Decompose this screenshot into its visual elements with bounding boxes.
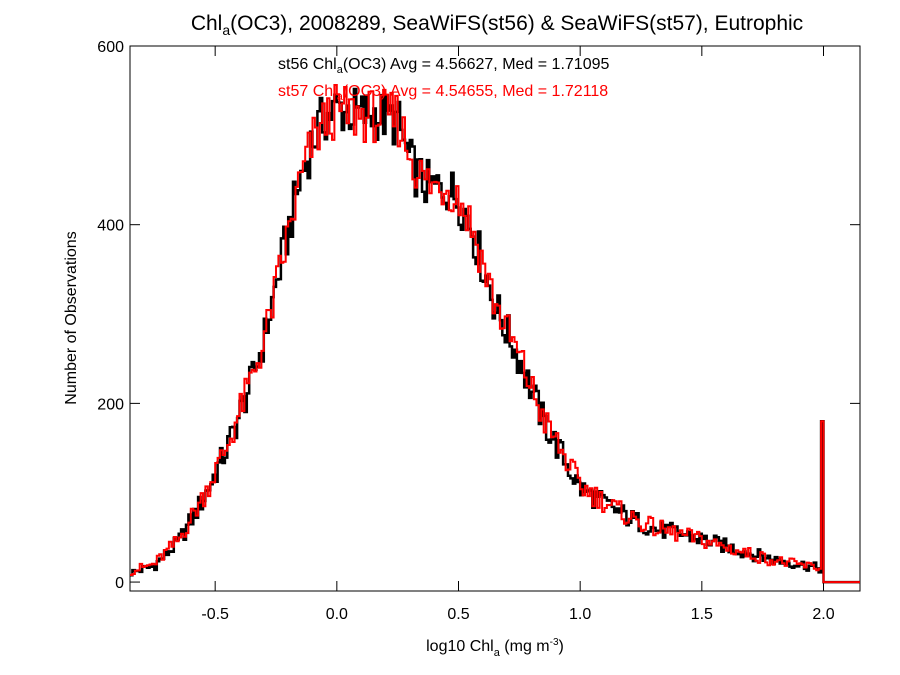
chart-title-main: Chl: [191, 12, 223, 35]
legend-st56-post: (OC3) Avg = 4.56627, Med = 1.71095: [343, 56, 610, 73]
series-line-st56: [130, 87, 860, 584]
x-tick-label: 0.0: [326, 606, 348, 623]
chart-title: Chla(OC3), 2008289, SeaWiFS(st56) & SeaW…: [191, 12, 803, 38]
plot-frame: [129, 45, 861, 592]
series-layer: [130, 84, 860, 584]
legend-st56-pre: st56 Chl: [278, 56, 337, 73]
y-tick-label: 200: [97, 396, 124, 413]
x-axis-label-rest: (mg m: [500, 638, 550, 655]
legend-st57-pre: st57 Chl: [278, 83, 337, 100]
legend-st57-post: (OC3) Avg = 4.54655, Med = 1.72118: [343, 83, 608, 100]
x-axis-label-end: ): [559, 638, 564, 655]
legend-st57: st57 Chla(OC3) Avg = 4.54655, Med = 1.72…: [278, 83, 608, 103]
x-axis-ticks: -0.5 0.0 0.5 1.0 1.5 2.0: [201, 46, 835, 623]
chart-title-sub: a: [222, 22, 230, 38]
legend-st56-sub: a: [337, 64, 344, 76]
x-tick-label: 1.5: [691, 606, 713, 623]
x-axis-label-sub: a: [494, 647, 501, 659]
x-tick-label: 1.0: [569, 606, 591, 623]
x-tick-label: -0.5: [201, 606, 229, 623]
x-tick-label: 2.0: [812, 606, 834, 623]
y-tick-label: 0: [115, 575, 124, 592]
legend-st57-sub: a: [337, 91, 344, 103]
x-axis-label-main: log10 Chl: [426, 638, 494, 655]
y-tick-label: 600: [97, 39, 124, 56]
y-axis-ticks: 0 200 400 600: [97, 39, 860, 592]
y-axis-label: Number of Observations: [63, 231, 80, 404]
x-tick-label: 0.5: [447, 606, 469, 623]
legend-st56: st56 Chla(OC3) Avg = 4.56627, Med = 1.71…: [278, 56, 609, 76]
x-axis-label-sup: -3: [550, 637, 559, 648]
y-tick-label: 400: [97, 218, 124, 235]
chart-title-rest: (OC3), 2008289, SeaWiFS(st56) & SeaWiFS(…: [230, 12, 803, 35]
x-axis-label: log10 Chla (mg m-3): [426, 637, 564, 659]
series-line-st57: [130, 84, 860, 584]
